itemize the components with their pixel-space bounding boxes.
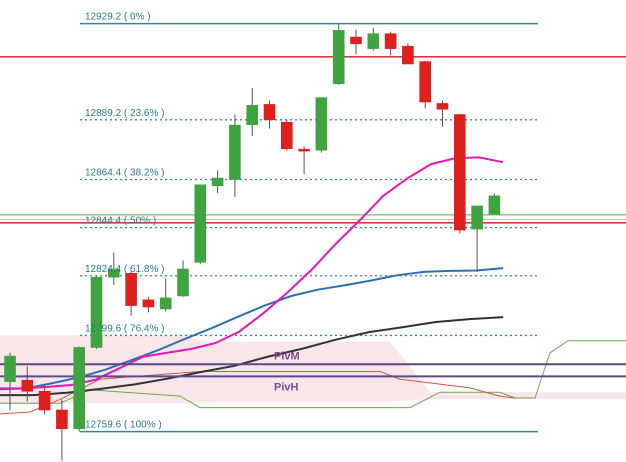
candle-body-10	[177, 268, 189, 297]
fib-label-3: 12844.4 ( 50% )	[85, 216, 156, 227]
horizontal-levels	[0, 55, 626, 224]
candle-body-4	[73, 347, 85, 430]
candle-body-14	[246, 105, 258, 125]
candle-body-16	[280, 121, 293, 150]
fib-label-0: 12929.2 ( 0% )	[85, 12, 151, 23]
candle-body-24	[419, 61, 432, 103]
fib-label-6: 12759.6 ( 100% )	[85, 420, 162, 431]
candle-body-20	[350, 36, 362, 45]
candle-body-17	[298, 148, 310, 152]
candle-body-6	[108, 268, 120, 278]
candle-body-3	[56, 409, 68, 430]
fib-label-4: 12824.4 ( 61.8% )	[85, 264, 165, 275]
candle-body-2	[38, 390, 51, 411]
fib-label-1: 12889.2 ( 23.6% )	[85, 108, 165, 119]
pivot-levels: PivM PivH	[0, 350, 626, 393]
candle-body-12	[211, 177, 224, 187]
candle-body-21	[367, 33, 380, 49]
cloud-fill	[0, 335, 626, 404]
candle-body-22	[384, 33, 397, 49]
candle-body-5	[90, 276, 103, 348]
candle-body-9	[159, 297, 172, 310]
candle-body-13	[229, 124, 241, 180]
fib-label-2: 12864.4 ( 38.2% )	[85, 168, 165, 179]
candle-body-26	[453, 114, 466, 231]
candle-body-18	[315, 97, 328, 151]
candle-body-23	[402, 45, 414, 65]
candle-body-11	[194, 184, 207, 263]
candle-body-27	[471, 205, 483, 230]
pivot-label-1: PivH	[274, 381, 299, 393]
candle-body-28	[488, 195, 501, 215]
candle-body-25	[436, 103, 449, 110]
candle-body-15	[263, 104, 276, 121]
candle-body-0	[4, 355, 16, 382]
candle-body-8	[142, 299, 155, 308]
candle-body-1	[21, 379, 34, 392]
fib-labels: 12929.2 ( 0% ) 12889.2 ( 23.6% ) 12864.4 (…	[85, 12, 165, 431]
candles	[4, 23, 501, 461]
candle-body-7	[125, 273, 137, 306]
fib-label-5: 12799.6 ( 76.4% )	[85, 323, 165, 334]
cloud-line-green	[0, 340, 626, 409]
pivot-label-0: PivM	[274, 350, 300, 362]
candle-body-19	[332, 30, 345, 85]
